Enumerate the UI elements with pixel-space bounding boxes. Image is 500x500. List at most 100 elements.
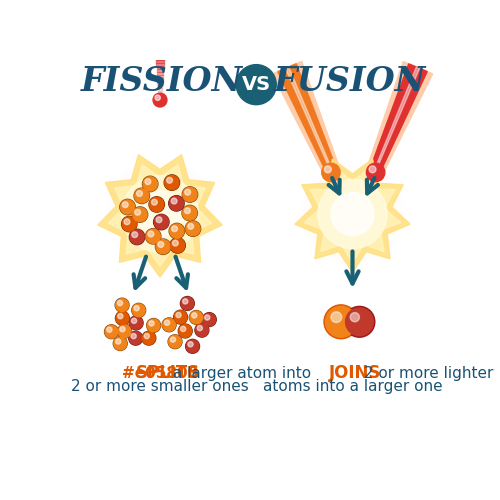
Circle shape — [344, 206, 360, 222]
Circle shape — [157, 211, 163, 217]
Circle shape — [124, 219, 130, 224]
Circle shape — [154, 214, 169, 230]
Circle shape — [118, 325, 131, 338]
Circle shape — [156, 239, 171, 254]
Circle shape — [180, 296, 194, 310]
Circle shape — [170, 238, 186, 253]
Circle shape — [181, 297, 194, 310]
Polygon shape — [278, 64, 336, 172]
Circle shape — [120, 200, 136, 214]
Circle shape — [324, 185, 382, 243]
Circle shape — [182, 187, 198, 202]
Text: SPLITS: SPLITS — [136, 364, 200, 382]
Circle shape — [183, 188, 197, 202]
Polygon shape — [368, 62, 432, 172]
Circle shape — [184, 190, 190, 195]
Circle shape — [348, 209, 358, 219]
Text: VS: VS — [242, 75, 271, 94]
Circle shape — [132, 318, 136, 324]
Circle shape — [124, 178, 196, 250]
Circle shape — [130, 230, 144, 244]
Circle shape — [134, 188, 150, 204]
Circle shape — [118, 314, 123, 319]
Circle shape — [134, 210, 140, 215]
Circle shape — [122, 176, 198, 252]
Circle shape — [188, 342, 193, 347]
Circle shape — [334, 196, 371, 232]
Circle shape — [344, 306, 375, 337]
Circle shape — [324, 305, 358, 338]
Circle shape — [114, 337, 126, 350]
Circle shape — [154, 208, 166, 220]
Circle shape — [130, 230, 145, 244]
Circle shape — [169, 224, 184, 238]
Text: #e05800: #e05800 — [122, 366, 198, 381]
Circle shape — [346, 308, 374, 336]
Circle shape — [140, 194, 179, 234]
Circle shape — [202, 312, 216, 326]
Circle shape — [179, 324, 192, 338]
Circle shape — [146, 318, 160, 332]
Circle shape — [152, 206, 168, 222]
Circle shape — [326, 188, 378, 240]
Circle shape — [182, 298, 188, 304]
Polygon shape — [108, 165, 212, 266]
Circle shape — [147, 319, 160, 332]
Circle shape — [138, 192, 182, 236]
Circle shape — [342, 204, 363, 225]
Text: atoms into a larger one: atoms into a larger one — [262, 379, 442, 394]
Circle shape — [146, 229, 160, 244]
Circle shape — [149, 197, 164, 212]
Circle shape — [170, 196, 183, 210]
Circle shape — [318, 180, 387, 248]
Circle shape — [170, 224, 184, 238]
Circle shape — [204, 315, 210, 320]
Circle shape — [332, 193, 374, 235]
Circle shape — [182, 206, 197, 220]
Circle shape — [135, 189, 185, 239]
Circle shape — [321, 182, 384, 246]
Circle shape — [114, 336, 127, 350]
Circle shape — [168, 335, 182, 348]
Circle shape — [308, 170, 397, 258]
Circle shape — [350, 312, 360, 322]
Circle shape — [186, 222, 200, 235]
Circle shape — [148, 231, 154, 237]
Circle shape — [168, 336, 181, 348]
Circle shape — [158, 242, 164, 248]
Circle shape — [107, 327, 112, 332]
Circle shape — [146, 228, 161, 244]
Circle shape — [366, 163, 385, 182]
Circle shape — [170, 238, 184, 252]
Circle shape — [132, 186, 188, 242]
Circle shape — [144, 198, 176, 230]
Circle shape — [137, 191, 183, 237]
Text: a larger atom into: a larger atom into — [168, 366, 312, 381]
Circle shape — [130, 316, 142, 330]
Circle shape — [172, 240, 178, 246]
Circle shape — [143, 177, 158, 191]
Circle shape — [318, 180, 386, 248]
Circle shape — [310, 172, 394, 256]
Text: 2 or more smaller ones: 2 or more smaller ones — [71, 379, 249, 394]
Circle shape — [190, 310, 203, 324]
Circle shape — [122, 216, 137, 232]
Text: 2 or more lighter: 2 or more lighter — [358, 366, 493, 381]
Circle shape — [178, 324, 192, 338]
Circle shape — [329, 190, 376, 238]
Polygon shape — [374, 66, 420, 170]
Circle shape — [122, 202, 128, 207]
Circle shape — [331, 192, 374, 236]
Circle shape — [162, 318, 176, 332]
Circle shape — [236, 64, 277, 104]
Circle shape — [118, 300, 122, 306]
Circle shape — [154, 215, 168, 229]
Circle shape — [163, 318, 175, 331]
Circle shape — [195, 323, 209, 337]
Polygon shape — [284, 66, 333, 170]
Circle shape — [132, 304, 145, 317]
Polygon shape — [98, 154, 222, 277]
Circle shape — [129, 316, 143, 330]
Circle shape — [120, 326, 125, 332]
Circle shape — [168, 196, 184, 211]
